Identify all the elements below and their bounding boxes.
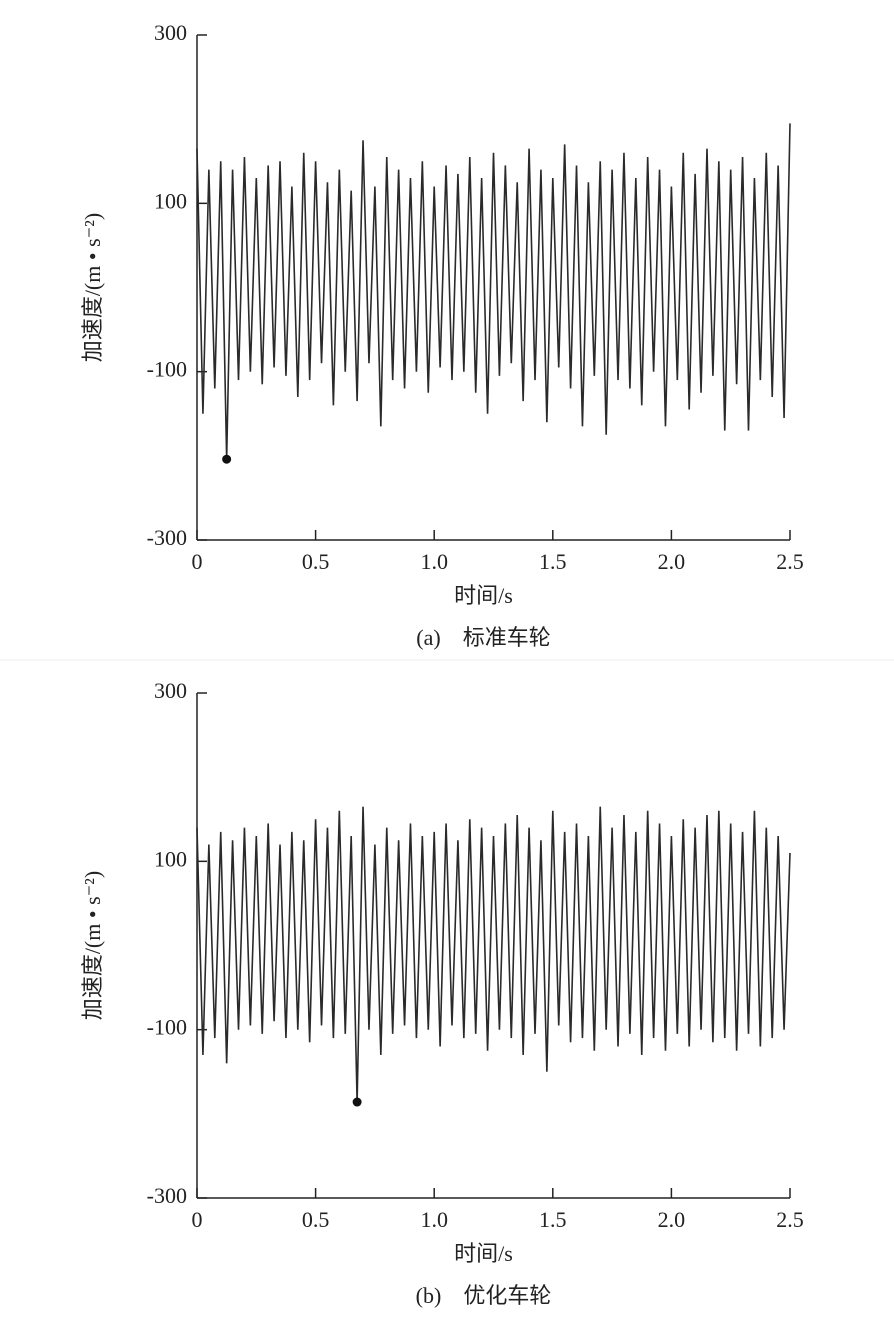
- x-tick-label: 1.5: [539, 1207, 567, 1232]
- x-tick-label: 2.0: [658, 549, 686, 574]
- x-axis-label: 时间/s: [454, 1241, 513, 1266]
- y-tick-label: 300: [154, 678, 187, 703]
- y-tick-label: 100: [154, 846, 187, 871]
- y-tick-label: -300: [147, 525, 187, 550]
- x-tick-label: 0: [192, 1207, 203, 1232]
- y-tick-label: 100: [154, 188, 187, 213]
- y-tick-label: -100: [147, 1015, 187, 1040]
- y-axis-label: 加速度/(m • s⁻²): [80, 213, 105, 362]
- x-tick-label: 2.5: [776, 1207, 804, 1232]
- y-tick-label: -300: [147, 1183, 187, 1208]
- x-tick-label: 1.0: [420, 1207, 448, 1232]
- y-tick-label: -100: [147, 357, 187, 382]
- x-tick-label: 1.5: [539, 549, 567, 574]
- x-tick-label: 2.0: [658, 1207, 686, 1232]
- peak-marker: [222, 454, 232, 464]
- x-axis-label: 时间/s: [454, 583, 513, 608]
- x-tick-label: 1.0: [420, 549, 448, 574]
- signal-line: [196, 123, 791, 460]
- y-tick-label: 300: [154, 20, 187, 45]
- caption: (a) 标准车轮: [416, 625, 550, 650]
- y-axis-label: 加速度/(m • s⁻²): [80, 871, 105, 1020]
- caption: (b) 优化车轮: [416, 1283, 552, 1308]
- x-tick-label: 0.5: [302, 549, 330, 574]
- x-tick-label: 2.5: [776, 549, 804, 574]
- peak-marker: [352, 1097, 362, 1107]
- x-tick-label: 0.5: [302, 1207, 330, 1232]
- signal-line: [196, 806, 791, 1103]
- x-tick-label: 0: [192, 549, 203, 574]
